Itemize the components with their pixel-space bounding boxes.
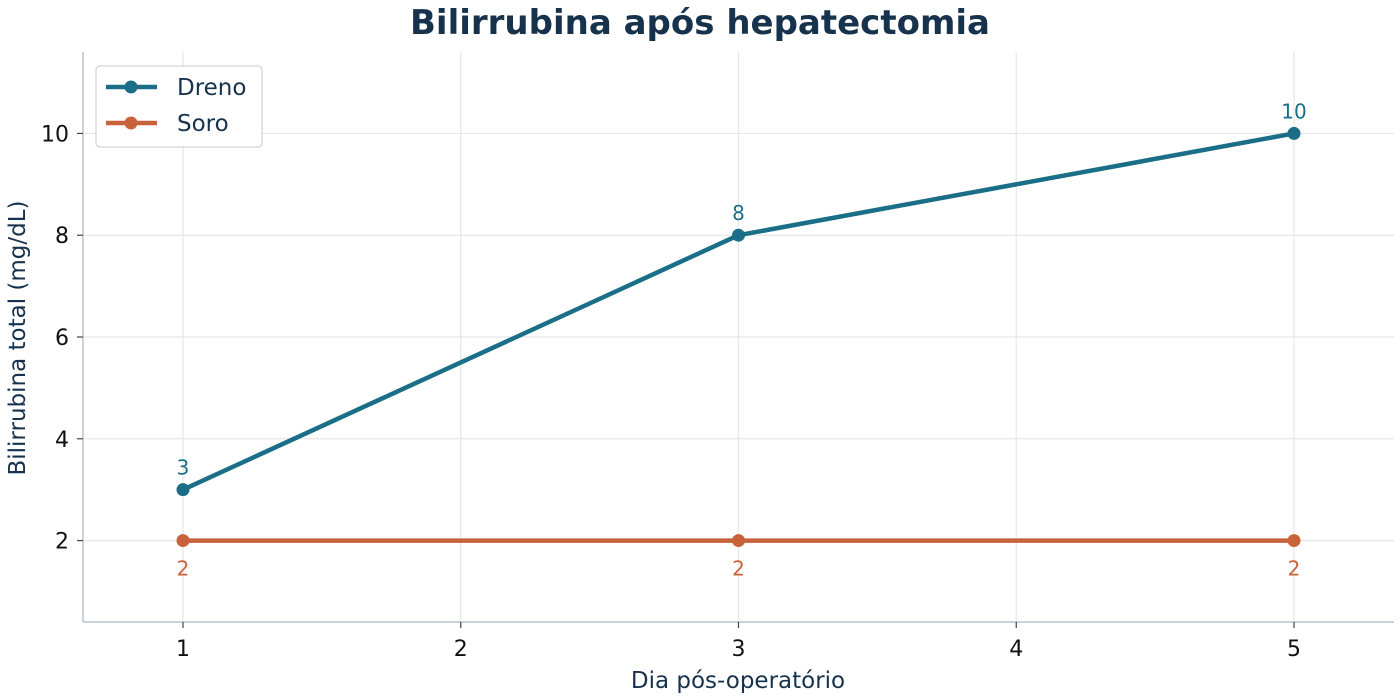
x-tick-label: 3 (732, 637, 746, 662)
data-point-soro (732, 534, 745, 548)
legend-marker-dreno (124, 80, 138, 94)
data-label-soro: 2 (177, 557, 190, 581)
x-tick-label: 5 (1287, 637, 1301, 662)
series-layer: 3 8 10 2 2 2 (176, 99, 1307, 581)
x-tick-label: 2 (454, 637, 468, 662)
data-point-dreno (1287, 126, 1301, 140)
y-tick-label: 4 (55, 428, 69, 453)
x-tick-label: 4 (1009, 637, 1023, 662)
x-tick-label: 1 (176, 637, 190, 662)
data-label-dreno: 8 (732, 201, 745, 225)
data-point-dreno (176, 483, 190, 497)
legend-label-soro: Soro (177, 111, 229, 137)
data-point-soro (176, 534, 190, 548)
y-tick-label: 8 (55, 224, 69, 249)
y-tick-label: 2 (55, 530, 69, 555)
data-label-soro: 2 (1288, 557, 1301, 581)
legend: Dreno Soro (95, 65, 263, 148)
legend-marker-soro (124, 116, 138, 130)
y-tick-label: 10 (41, 122, 69, 147)
legend-label-dreno: Dreno (177, 75, 246, 101)
x-axis-label: Dia pós-operatório (631, 668, 845, 694)
y-tick-label: 6 (55, 326, 69, 351)
data-label-dreno: 10 (1281, 99, 1306, 123)
data-label-soro: 2 (732, 557, 745, 581)
y-axis-label: Bilirrubina total (mg/dL) (5, 200, 31, 475)
data-point-soro (1287, 534, 1301, 548)
chart-title: Bilirrubina após hepatectomia (410, 3, 990, 43)
data-label-dreno: 3 (177, 456, 190, 480)
data-point-dreno (732, 228, 745, 242)
axes: 1 2 3 4 5 2 4 6 8 10 (41, 52, 1394, 662)
